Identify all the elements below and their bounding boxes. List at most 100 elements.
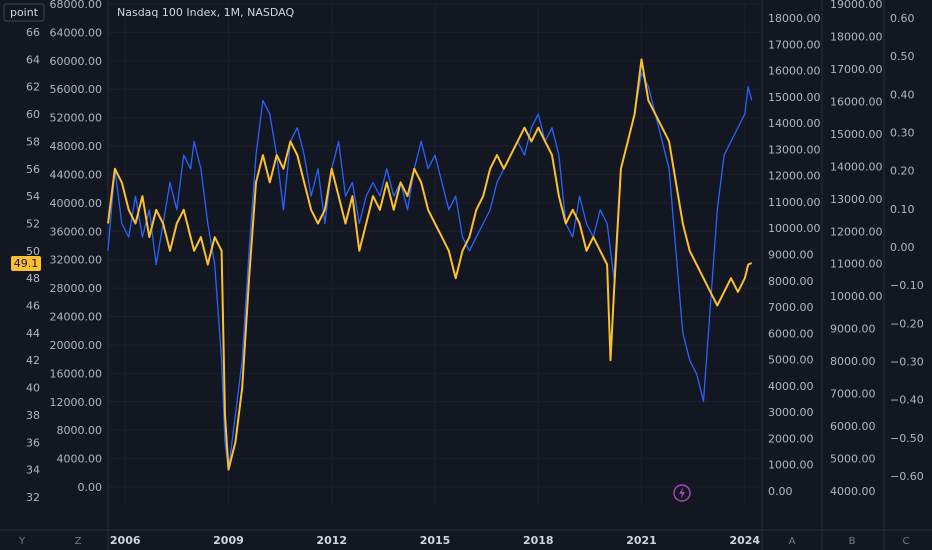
axis-tick-label: 16000.00	[768, 65, 821, 78]
time-axis: 2006 2009 2012 2015 2018 2021 2024	[110, 534, 761, 547]
series-line-1	[107, 72, 753, 471]
axis-tick-label: 16000.00	[50, 367, 103, 380]
axis-tick-label: 15000.00	[830, 128, 883, 141]
unit-button-frame	[3, 3, 45, 22]
axis-tick-label: 4000.00	[830, 485, 876, 498]
axis-tick-label: 0.50	[890, 50, 915, 63]
axis-tick-label: 60000.00	[50, 55, 103, 68]
lightning-icon-ring	[673, 484, 691, 502]
axis-tick-label: 60	[26, 108, 40, 121]
axis-tick-label: 24000.00	[50, 311, 103, 324]
axis-tick-label: 5000.00	[768, 354, 814, 367]
axis-tick-label: 15000.00	[768, 91, 821, 104]
price-badge: 49.1	[11, 256, 41, 271]
axis-tick-label: 40000.00	[50, 197, 103, 210]
axis-tick-label: 56000.00	[50, 83, 103, 96]
price-badge-value: 49.1	[14, 257, 39, 270]
axis-tick-label: 9000.00	[830, 323, 876, 336]
axis-tick-label: 0.60	[890, 12, 915, 25]
axis-tick-label: 12000.00	[50, 396, 103, 409]
axis-tick-label: 46	[26, 300, 40, 313]
axis-tick-label: 52	[26, 217, 40, 230]
axis-tick-label: 18000.00	[830, 30, 883, 43]
axis-tick-label: 0.10	[890, 203, 915, 216]
axis-tick-label: 48	[26, 272, 40, 285]
axis-tick-label: 8000.00	[768, 275, 814, 288]
axis-tick-label: 32000.00	[50, 254, 103, 267]
unit-button[interactable]: point	[3, 3, 45, 22]
axis-tick-label: 19000.00	[830, 0, 883, 11]
bottom-letter-left[interactable]: Y	[18, 536, 26, 547]
time-tick-label: 2009	[213, 534, 244, 547]
bottom-letter-right[interactable]: A	[789, 536, 796, 547]
axis-tick-label: 36000.00	[50, 225, 103, 238]
axis-tick-label: 0.00	[890, 241, 915, 254]
axis-tick-label: 28000.00	[50, 282, 103, 295]
axis-tick-label: 32	[26, 491, 40, 504]
axis-tick-label: 44000.00	[50, 168, 103, 181]
axis-tick-label: 8000.00	[830, 355, 876, 368]
axis-tick-label: 17000.00	[830, 63, 883, 76]
axis-tick-label: 4000.00	[768, 380, 814, 393]
right-axis-2: 19000.00 18000.00 17000.00 16000.00 15000.00…	[830, 0, 883, 498]
axis-tick-label: 11000.00	[830, 258, 883, 271]
axis-tick-label: 10000.00	[768, 222, 821, 235]
axis-tick-label: 5000.00	[830, 453, 876, 466]
axis-tick-label: 66	[26, 26, 40, 39]
unit-button-label: point	[10, 6, 39, 19]
axis-tick-label: −0.40	[890, 394, 924, 407]
axis-tick-label: 17000.00	[768, 38, 821, 51]
series-line-2	[107, 58, 753, 471]
axis-tick-label: 8000.00	[57, 424, 103, 437]
series-layer	[107, 58, 753, 471]
axis-tick-label: 10000.00	[830, 290, 883, 303]
axis-tick-label: 52000.00	[50, 112, 103, 125]
axis-tick-label: 0.20	[890, 165, 915, 178]
time-tick-label: 2024	[729, 534, 760, 547]
axis-tick-label: 14000.00	[768, 117, 821, 130]
axis-tick-label: 7000.00	[768, 301, 814, 314]
axis-tick-label: 54	[26, 190, 40, 203]
axis-tick-label: −0.20	[890, 317, 924, 330]
axis-tick-label: 42	[26, 354, 40, 367]
axis-tick-label: −0.10	[890, 279, 924, 292]
chart-title: Nasdaq 100 Index, 1M, NASDAQ	[117, 6, 294, 19]
axis-tick-label: 14000.00	[830, 160, 883, 173]
lightning-icon[interactable]	[673, 484, 691, 502]
axis-tick-label: 13000.00	[830, 193, 883, 206]
time-tick-label: 2021	[626, 534, 657, 547]
axis-tick-label: 34	[26, 464, 40, 477]
bottom-letter-right[interactable]: C	[903, 536, 910, 547]
price-badge-bg	[11, 256, 41, 271]
axis-tick-label: 44	[26, 327, 40, 340]
axis-tick-label: 13000.00	[768, 143, 821, 156]
lightning-icon-bolt	[679, 487, 685, 499]
axis-tick-label: 20000.00	[50, 339, 103, 352]
axis-tick-label: 50	[26, 245, 40, 258]
time-tick-label: 2018	[523, 534, 554, 547]
axis-tick-label: 64000.00	[50, 26, 103, 39]
bottom-letter-right[interactable]: B	[849, 536, 856, 547]
axis-tick-label: 68000.00	[50, 0, 103, 11]
axis-tick-label: 38	[26, 409, 40, 422]
time-tick-label: 2006	[110, 534, 141, 547]
axis-tick-label: 4000.00	[57, 453, 103, 466]
axis-tick-label: 12000.00	[830, 225, 883, 238]
axis-tick-label: 18000.00	[768, 12, 821, 25]
axis-tick-label: 62	[26, 81, 40, 94]
time-tick-label: 2012	[316, 534, 347, 547]
axis-tick-label: 3000.00	[768, 406, 814, 419]
axis-tick-label: 64	[26, 53, 40, 66]
axis-tick-label: −0.60	[890, 470, 924, 483]
bottom-letter-left[interactable]: Z	[75, 536, 82, 547]
axis-tick-label: 0.00	[78, 481, 103, 494]
axis-tick-label: 16000.00	[830, 95, 883, 108]
axis-tick-label: 6000.00	[830, 420, 876, 433]
axis-tick-label: 7000.00	[830, 388, 876, 401]
axis-tick-label: 6000.00	[768, 327, 814, 340]
axis-tick-label: 0.00	[768, 485, 793, 498]
left-outer-axis: 66 64 62 60 58 56 54 52 50 48 46 44 42 40 38 36 34 32	[26, 26, 40, 504]
axis-tick-label: 9000.00	[768, 249, 814, 262]
